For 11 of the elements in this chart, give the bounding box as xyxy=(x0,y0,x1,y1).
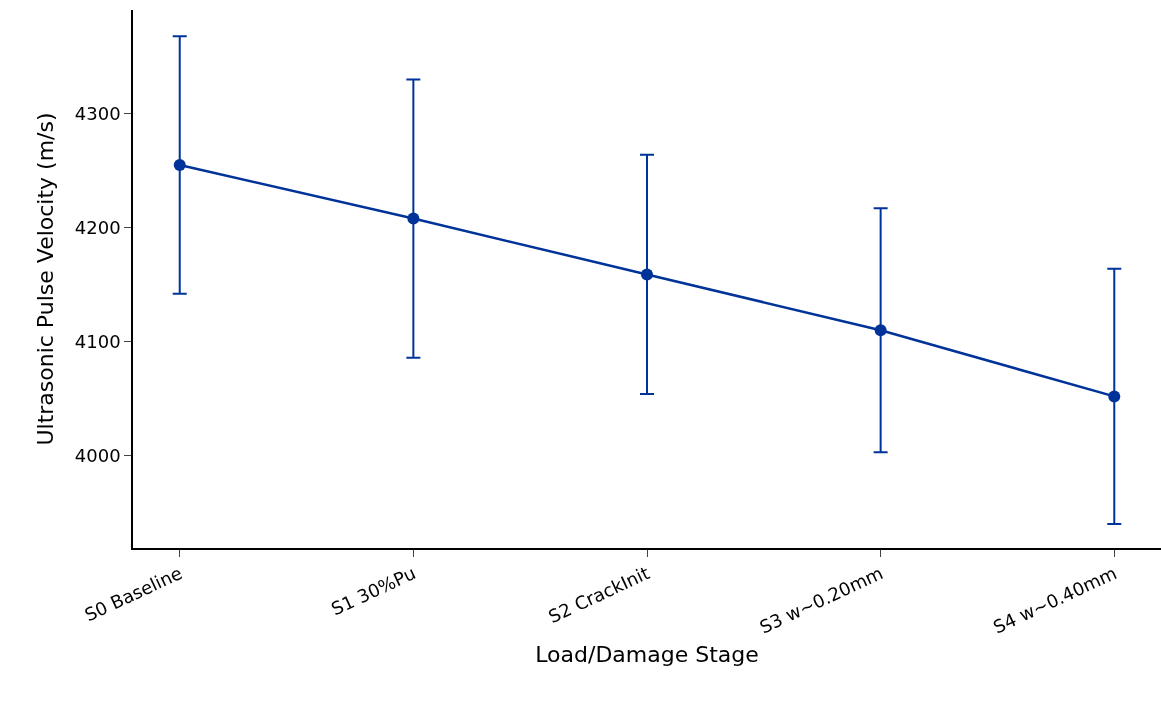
y-tick-label: 4300 xyxy=(74,103,121,125)
point xyxy=(874,324,887,337)
point xyxy=(641,268,653,281)
y-tick-label: 4100 xyxy=(74,330,121,352)
point xyxy=(407,212,420,225)
point xyxy=(1108,390,1121,403)
x-axis-title: Load/Damage Stage xyxy=(535,641,759,667)
y-tick-label: 4200 xyxy=(74,217,121,239)
y-axis-title: Ultrasonic Pulse Velocity (m/s) xyxy=(33,112,59,446)
y-tick-label: 4000 xyxy=(74,444,121,466)
point xyxy=(173,159,186,172)
